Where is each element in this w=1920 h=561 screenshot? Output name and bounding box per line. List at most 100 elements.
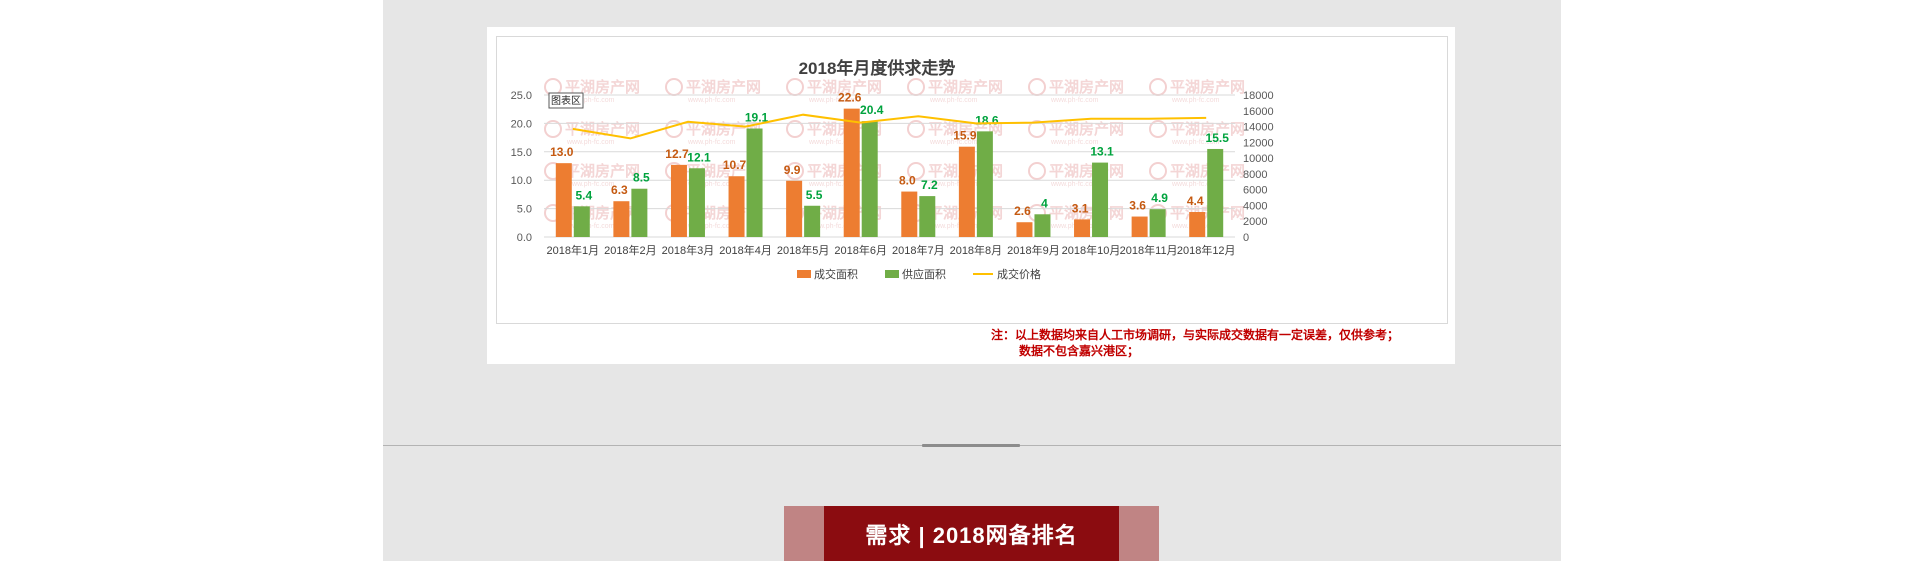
x-tick-label: 2018年7月 <box>892 243 945 257</box>
watermark-url: www.ph-fc.com <box>808 97 857 104</box>
watermark-text: 平湖房产网 <box>1170 120 1245 138</box>
y-right-tick-label: 2000 <box>1243 216 1267 228</box>
y-left-tick-label: 5.0 <box>517 204 532 216</box>
data-label-deal-area: 2.6 <box>1014 204 1031 218</box>
watermark-logo-icon <box>907 120 925 138</box>
watermark-url: www.ph-fc.com <box>566 97 615 104</box>
bar-deal-area <box>613 201 630 237</box>
bar-supply-area <box>688 168 705 237</box>
watermark-url: www.ph-fc.com <box>1050 97 1099 104</box>
watermark-logo-icon <box>907 162 925 180</box>
watermark-url: www.ph-fc.com <box>808 223 857 230</box>
bar-deal-area <box>958 146 975 237</box>
bar-deal-area <box>555 163 572 237</box>
data-label-deal-area: 15.9 <box>953 129 977 143</box>
legend-swatch <box>797 270 811 278</box>
data-label-supply-area: 18.6 <box>975 113 999 127</box>
bar-supply-area <box>573 206 590 237</box>
watermark-url: www.ph-fc.com <box>1171 181 1220 188</box>
bar-supply-area <box>976 131 993 237</box>
line-deal-price <box>572 113 1207 140</box>
bar-deal-area <box>1131 216 1148 237</box>
data-label-deal-area: 13.0 <box>550 145 574 159</box>
watermark-text: 平湖房产网 <box>1049 78 1124 96</box>
watermark-url: www.ph-fc.com <box>1050 181 1099 188</box>
data-label-supply-area: 5.5 <box>806 188 823 202</box>
bar-supply-area <box>1207 148 1224 237</box>
bar-deal-area <box>1016 222 1033 237</box>
section-title: 需求 | 2018网备排名 <box>824 506 1119 561</box>
data-label-supply-area: 4.9 <box>1151 191 1168 205</box>
bar-supply-area <box>861 121 878 237</box>
chart-frame: 平湖房产网 www.ph-fc.com 平湖房产网 www.ph-fc.com 平湖房产… <box>496 36 1448 324</box>
bar-supply-area <box>1092 162 1109 237</box>
watermark-url: www.ph-fc.com <box>1171 97 1220 104</box>
x-tick-label: 2018年9月 <box>1007 243 1060 257</box>
watermark-logo-icon <box>786 162 804 180</box>
x-tick-label: 2018年5月 <box>777 243 830 257</box>
data-label-deal-area: 10.7 <box>723 158 747 172</box>
watermark-text: 平湖房产网 <box>1049 120 1124 138</box>
watermark-url: www.ph-fc.com <box>1050 139 1099 146</box>
y-left-tick-label: 25.0 <box>511 90 532 102</box>
data-label-supply-area: 5.4 <box>575 188 592 202</box>
watermark-url: www.ph-fc.com <box>1171 139 1220 146</box>
watermark-url: www.ph-fc.com <box>929 139 978 146</box>
bar-deal-area <box>786 180 803 237</box>
watermark-logo-icon <box>1149 162 1167 180</box>
watermark-url: www.ph-fc.com <box>687 223 736 230</box>
bar-supply-area <box>919 196 936 237</box>
watermark-logo-icon <box>1149 120 1167 138</box>
watermark-logo-icon <box>1028 120 1046 138</box>
y-right-tick-label: 14000 <box>1243 122 1274 134</box>
bar-deal-area <box>1074 219 1091 237</box>
watermark-url: www.ph-fc.com <box>808 181 857 188</box>
watermark-text: 平湖房产网 <box>686 120 761 138</box>
data-label-supply-area: 8.5 <box>633 171 650 185</box>
data-label-supply-area: 15.5 <box>1206 131 1230 145</box>
data-label-supply-area: 13.1 <box>1090 145 1114 159</box>
bar-deal-area <box>1189 212 1206 237</box>
data-label-deal-area: 3.6 <box>1129 199 1146 213</box>
bar-supply-area <box>746 128 763 237</box>
bar-supply-area <box>631 188 648 237</box>
watermark-logo-icon <box>1028 78 1046 96</box>
chart-svg: 平湖房产网www.ph-fc.com平湖房产网www.ph-fc.com平湖房产… <box>511 58 1274 281</box>
bar-deal-area <box>843 108 860 237</box>
data-label-deal-area: 8.0 <box>899 174 916 188</box>
watermark-logo-icon <box>786 120 804 138</box>
y-right-tick-label: 18000 <box>1243 90 1274 102</box>
y-right-tick-label: 4000 <box>1243 200 1267 212</box>
watermark-text: 平湖房产网 <box>565 120 640 138</box>
data-label-deal-area: 9.9 <box>784 163 801 177</box>
watermark-url: www.ph-fc.com <box>687 97 736 104</box>
y-left-tick-label: 20.0 <box>511 118 532 130</box>
y-right-tick-label: 0 <box>1243 232 1249 244</box>
y-right-tick-label: 10000 <box>1243 153 1274 165</box>
watermark-logo-icon <box>544 120 562 138</box>
x-tick-label: 2018年12月 <box>1177 243 1236 257</box>
y-right-tick-label: 6000 <box>1243 185 1267 197</box>
chart-area-label: 图表区 <box>551 94 581 107</box>
watermark-url: www.ph-fc.com <box>566 223 615 230</box>
watermark-url: www.ph-fc.com <box>566 181 615 188</box>
legend-label: 成交价格 <box>997 267 1041 281</box>
bar-deal-area <box>728 176 745 237</box>
x-tick-label: 2018年6月 <box>834 243 887 257</box>
watermark-url: www.ph-fc.com <box>808 139 857 146</box>
y-right-tick-label: 16000 <box>1243 106 1274 118</box>
data-label-deal-area: 12.7 <box>665 147 689 161</box>
bar-supply-area <box>1034 214 1051 237</box>
watermark-url: www.ph-fc.com <box>929 223 978 230</box>
data-label-deal-area: 6.3 <box>611 183 628 197</box>
watermark-logo-icon <box>1149 78 1167 96</box>
watermark-text: 平湖房产网 <box>807 78 882 96</box>
data-label-supply-area: 19.1 <box>745 111 769 125</box>
legend-label: 成交面积 <box>814 267 858 281</box>
watermark-logo-icon <box>1028 162 1046 180</box>
data-label-supply-area: 7.2 <box>921 178 938 192</box>
y-left-tick-label: 0.0 <box>517 232 532 244</box>
chart-area-label-box <box>548 92 584 109</box>
watermark-url: www.ph-fc.com <box>929 181 978 188</box>
data-label-supply-area: 20.4 <box>860 103 884 117</box>
